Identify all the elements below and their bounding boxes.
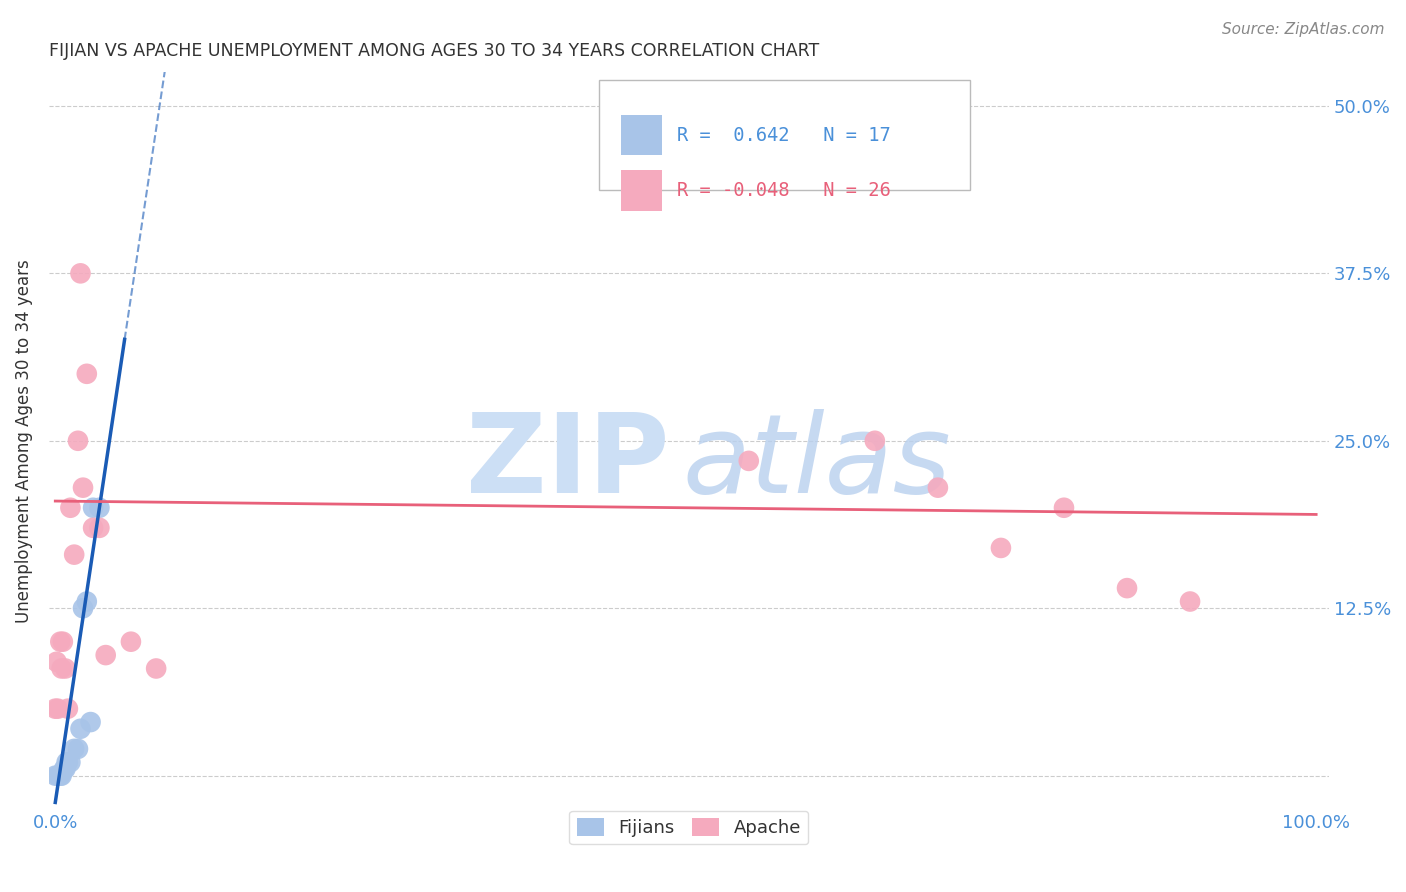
Point bbox=[53, 661, 76, 675]
Point bbox=[59, 500, 82, 515]
Point bbox=[69, 722, 91, 736]
Point bbox=[44, 701, 66, 715]
Point bbox=[89, 500, 111, 515]
Point bbox=[66, 434, 89, 448]
Point bbox=[52, 634, 75, 648]
Point bbox=[46, 769, 69, 783]
Point bbox=[53, 762, 76, 776]
Bar bbox=[621, 170, 662, 211]
Point bbox=[79, 714, 101, 729]
Point bbox=[1053, 500, 1076, 515]
Point bbox=[51, 661, 73, 675]
Text: R = -0.048   N = 26: R = -0.048 N = 26 bbox=[678, 181, 891, 200]
Point bbox=[56, 701, 79, 715]
Text: FIJIAN VS APACHE UNEMPLOYMENT AMONG AGES 30 TO 34 YEARS CORRELATION CHART: FIJIAN VS APACHE UNEMPLOYMENT AMONG AGES… bbox=[49, 42, 820, 60]
Point bbox=[46, 701, 69, 715]
Legend: Fijians, Apache: Fijians, Apache bbox=[569, 811, 808, 845]
Point bbox=[45, 655, 67, 669]
Text: Source: ZipAtlas.com: Source: ZipAtlas.com bbox=[1222, 22, 1385, 37]
Point bbox=[72, 601, 94, 615]
Bar bbox=[621, 115, 662, 155]
Point bbox=[72, 481, 94, 495]
Point bbox=[120, 634, 142, 648]
FancyBboxPatch shape bbox=[599, 79, 970, 190]
Point bbox=[145, 661, 167, 675]
Point bbox=[89, 521, 111, 535]
Point bbox=[49, 769, 72, 783]
Point bbox=[51, 769, 73, 783]
Point bbox=[863, 434, 886, 448]
Point bbox=[927, 481, 949, 495]
Point bbox=[76, 594, 98, 608]
Point bbox=[44, 769, 66, 783]
Point bbox=[63, 548, 86, 562]
Point bbox=[55, 756, 77, 770]
Point bbox=[990, 541, 1012, 555]
Point bbox=[738, 454, 761, 468]
Point bbox=[94, 648, 117, 662]
Point bbox=[49, 634, 72, 648]
Text: R =  0.642   N = 17: R = 0.642 N = 17 bbox=[678, 126, 891, 145]
Point bbox=[53, 762, 76, 776]
Point bbox=[1178, 594, 1201, 608]
Point bbox=[66, 742, 89, 756]
Y-axis label: Unemployment Among Ages 30 to 34 years: Unemployment Among Ages 30 to 34 years bbox=[15, 259, 32, 623]
Text: atlas: atlas bbox=[682, 409, 950, 516]
Point bbox=[56, 756, 79, 770]
Point bbox=[63, 742, 86, 756]
Point bbox=[76, 367, 98, 381]
Point bbox=[69, 266, 91, 280]
Point bbox=[59, 756, 82, 770]
Point bbox=[82, 500, 104, 515]
Point bbox=[1116, 581, 1139, 595]
Text: ZIP: ZIP bbox=[467, 409, 669, 516]
Point bbox=[82, 521, 104, 535]
